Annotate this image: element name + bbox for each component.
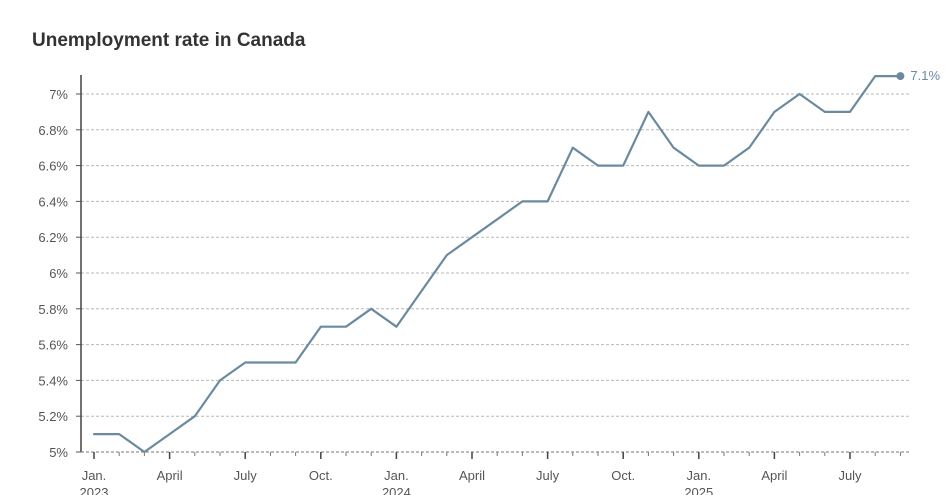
x-tick-label: July (838, 468, 862, 483)
y-tick-label: 5.8% (38, 302, 68, 317)
end-point-marker (896, 72, 905, 81)
x-tick-year-label: 2024 (382, 485, 411, 495)
y-tick-label: 6% (49, 266, 68, 281)
annotations: 7.1% (910, 68, 940, 83)
chart-title: Unemployment rate in Canada (32, 30, 306, 51)
y-tick-label: 7% (49, 87, 68, 102)
x-tick-label: Jan. (82, 468, 107, 483)
x-axis: Jan. 2023 April July Oct. Jan. 2024 April July Oc… (80, 451, 910, 495)
y-tick-label: 6.4% (38, 194, 68, 209)
y-tick-label: 5.6% (38, 338, 68, 353)
y-tick-label: 6.6% (38, 159, 68, 174)
x-tick-label: July (234, 468, 258, 483)
x-tick-year-label: 2025 (684, 485, 713, 495)
x-tick-label: Oct. (611, 468, 635, 483)
x-tick-label: Jan. (384, 468, 409, 483)
series-group (92, 72, 905, 454)
x-tick-year-label: 2023 (80, 485, 109, 495)
x-tick-label: April (157, 468, 183, 483)
series-line (92, 74, 902, 454)
y-tick-label: 5% (49, 445, 68, 460)
y-axis: 5% 5.2% 5.4% 5.6% 5.8% 6% 6.2% 6.4% 6.6% 6.8% 7% (38, 75, 82, 460)
gridlines (81, 93, 910, 453)
x-tick-label: Jan. (687, 468, 712, 483)
end-value-label: 7.1% (910, 68, 940, 83)
y-tick-label: 6.8% (38, 123, 68, 138)
y-tick-label: 5.2% (38, 409, 68, 424)
y-tick-label: 6.2% (38, 230, 68, 245)
x-tick-label: April (761, 468, 787, 483)
x-tick-label: April (459, 468, 485, 483)
x-tick-label: Oct. (309, 468, 333, 483)
x-tick-label: July (536, 468, 560, 483)
y-tick-label: 5.4% (38, 373, 68, 388)
